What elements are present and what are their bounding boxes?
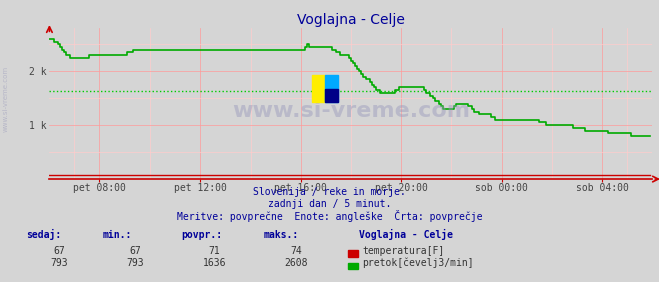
Bar [312, 75, 325, 102]
Text: povpr.:: povpr.: [181, 230, 222, 240]
Text: Meritve: povprečne  Enote: angleške  Črta: povprečje: Meritve: povprečne Enote: angleške Črta:… [177, 210, 482, 222]
Text: sedaj:: sedaj: [26, 229, 61, 240]
Title: Voglajna - Celje: Voglajna - Celje [297, 13, 405, 27]
Text: 793: 793 [51, 259, 68, 268]
Text: 2608: 2608 [285, 259, 308, 268]
Text: 67: 67 [129, 246, 141, 256]
Text: temperatura[F]: temperatura[F] [362, 246, 445, 256]
Bar [325, 89, 338, 102]
Text: min.:: min.: [102, 230, 132, 240]
Text: 74: 74 [291, 246, 302, 256]
Text: Voglajna - Celje: Voglajna - Celje [359, 229, 453, 240]
Text: www.si-vreme.com: www.si-vreme.com [232, 101, 470, 121]
Bar [325, 75, 338, 102]
Text: 71: 71 [208, 246, 220, 256]
Text: maks.:: maks.: [264, 230, 299, 240]
Text: 1636: 1636 [202, 259, 226, 268]
Text: zadnji dan / 5 minut.: zadnji dan / 5 minut. [268, 199, 391, 209]
Text: 67: 67 [53, 246, 65, 256]
Text: 793: 793 [127, 259, 144, 268]
Text: Slovenija / reke in morje.: Slovenija / reke in morje. [253, 187, 406, 197]
Text: pretok[čevelj3/min]: pretok[čevelj3/min] [362, 258, 474, 268]
Text: www.si-vreme.com: www.si-vreme.com [2, 66, 9, 132]
